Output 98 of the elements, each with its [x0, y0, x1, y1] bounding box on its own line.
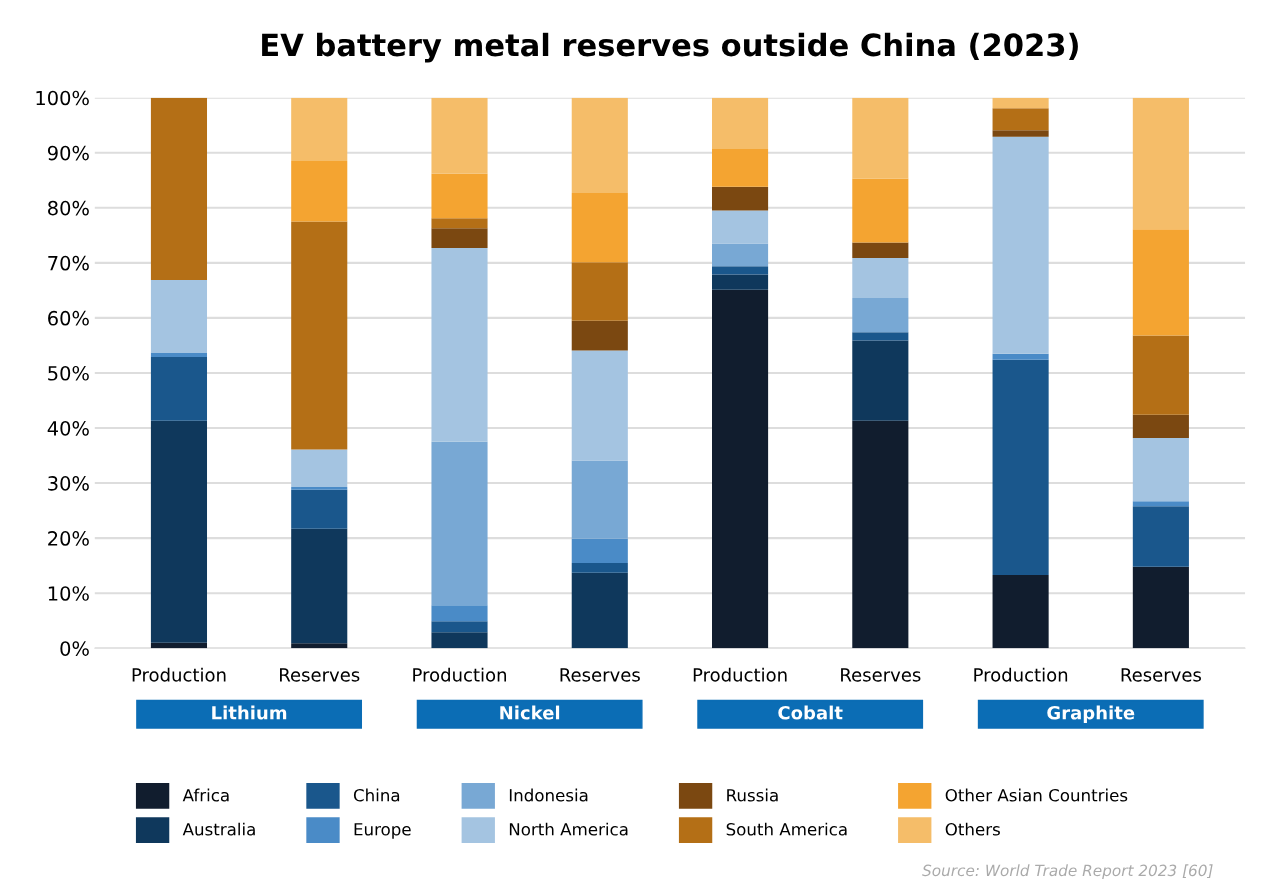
x-tick-label: Reserves	[280, 668, 360, 682]
y-tick-label: 70%	[48, 255, 89, 271]
bar	[291, 489, 348, 529]
legend-label: Australia	[182, 822, 255, 836]
bar	[571, 97, 628, 193]
x-tick-label: Production	[974, 667, 1068, 682]
bar	[1132, 229, 1189, 336]
bar	[992, 97, 1049, 109]
bar	[571, 562, 628, 573]
bar	[291, 221, 348, 450]
bar	[852, 298, 909, 333]
bar	[1132, 335, 1189, 415]
bar	[992, 353, 1049, 360]
y-tick-label: 50%	[48, 365, 89, 381]
bar	[712, 266, 769, 275]
bar	[1132, 97, 1189, 230]
bar	[852, 242, 909, 258]
bar	[992, 130, 1049, 137]
bar	[852, 340, 909, 421]
y-tick-label: 90%	[47, 145, 89, 161]
bar	[571, 350, 628, 461]
bar	[1132, 506, 1189, 567]
bar	[571, 572, 628, 649]
legend-label: Europe	[354, 823, 411, 839]
legend-label: Indonesia	[509, 788, 588, 802]
bar	[992, 136, 1049, 354]
bar	[1132, 437, 1189, 502]
bar	[150, 97, 208, 280]
bar	[431, 632, 488, 649]
bar	[291, 97, 348, 161]
y-tick-label: 80%	[48, 200, 89, 216]
bar	[852, 420, 909, 649]
bar	[291, 528, 348, 644]
bar	[431, 441, 488, 606]
bar	[992, 108, 1049, 131]
bar	[852, 97, 909, 179]
x-tick-label: Production	[132, 667, 226, 682]
y-tick-label: 60%	[48, 310, 89, 326]
x-tick-label: Production	[693, 667, 787, 682]
text: Cobalt	[778, 705, 843, 720]
y-tick-label: 100%	[36, 90, 89, 106]
bar	[992, 359, 1049, 576]
bar	[431, 247, 488, 442]
bar	[1132, 566, 1189, 649]
bar	[431, 605, 488, 622]
x-tick-label: Reserves	[1121, 668, 1201, 682]
legend-label: Others	[945, 822, 1000, 836]
text: Nickel	[500, 705, 560, 720]
x-tick-label: Reserves	[841, 668, 921, 682]
bar	[712, 243, 769, 267]
bar	[712, 289, 769, 649]
bar	[571, 538, 628, 563]
legend-label: Other Asian Countries	[945, 788, 1128, 802]
text: Graphite	[1047, 705, 1135, 724]
bar	[712, 97, 769, 149]
y-tick-label: 10%	[48, 586, 89, 601]
bar	[852, 257, 909, 299]
bar	[291, 449, 348, 487]
bar	[852, 178, 909, 243]
bar	[712, 186, 769, 211]
legend-label: South America	[726, 822, 847, 836]
bar	[1132, 414, 1189, 438]
legend-label: North America	[509, 822, 628, 836]
bar	[150, 356, 208, 421]
y-tick-label: 20%	[48, 531, 89, 546]
y-tick-label: 30%	[48, 476, 89, 491]
bar	[431, 173, 488, 219]
bar	[150, 420, 208, 643]
bar	[291, 486, 348, 490]
legend-label: Russia	[727, 788, 778, 802]
y-tick-label: 40%	[47, 420, 89, 436]
bar	[712, 210, 769, 244]
x-tick-label: Production	[413, 667, 506, 682]
bar	[150, 642, 208, 649]
bar	[291, 160, 348, 222]
bar	[712, 148, 769, 187]
legend-label: China	[353, 788, 400, 802]
bar	[571, 262, 628, 321]
bar	[1132, 501, 1189, 507]
y-tick-label: 0%	[60, 641, 89, 656]
bar	[150, 279, 208, 353]
bar	[150, 352, 208, 357]
bar	[571, 192, 628, 263]
bar	[571, 460, 628, 539]
bar	[431, 621, 488, 633]
chart-title: EV battery metal reserves outside China (2023)	[262, 32, 1078, 63]
source-note: Source: World Trade Report 2023 [60]	[922, 864, 1213, 880]
bar	[291, 643, 348, 649]
text: Lithium	[212, 705, 287, 720]
bar	[431, 228, 488, 248]
bar	[571, 320, 628, 351]
bar	[431, 218, 488, 229]
x-tick-label: Reserves	[560, 668, 640, 682]
bar	[852, 332, 909, 341]
bar	[712, 274, 769, 290]
bar	[431, 97, 488, 174]
legend-label: Africa	[182, 788, 229, 802]
bar	[992, 575, 1049, 649]
